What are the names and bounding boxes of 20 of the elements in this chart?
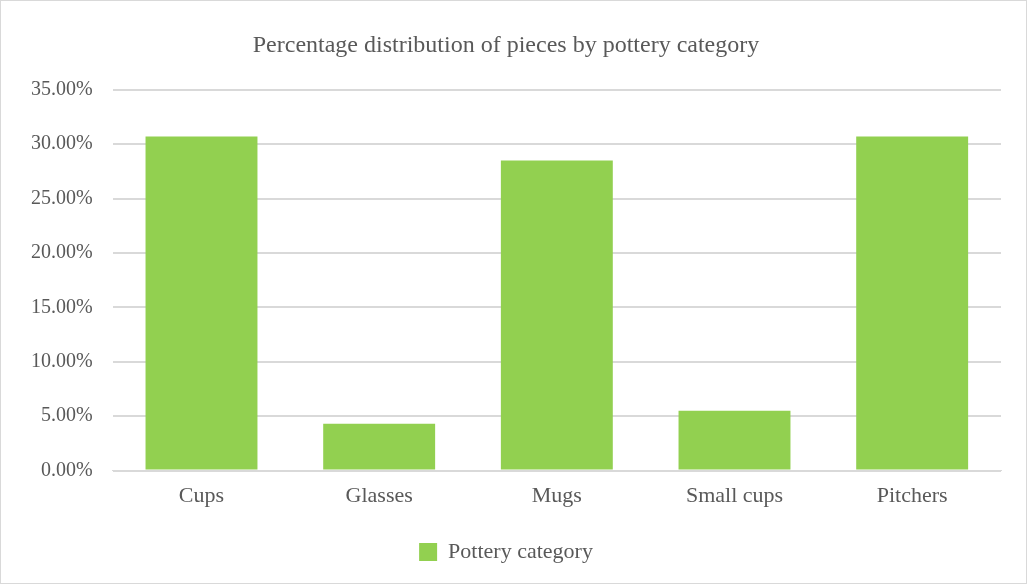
x-tick-label: Pitchers (876, 481, 948, 507)
x-tick-label: Small cups (685, 481, 784, 507)
bar (323, 423, 436, 470)
y-tick-label: 25.00% (30, 185, 93, 208)
legend-label: Pottery category (448, 537, 593, 563)
y-tick-label: 20.00% (30, 240, 93, 263)
y-tick-label: 10.00% (30, 349, 93, 372)
y-tick-label: 30.00% (30, 131, 93, 154)
y-tick-label: 0.00% (40, 457, 93, 480)
x-tick-label: Cups (178, 481, 225, 507)
x-tick-label: Glasses (345, 481, 413, 507)
bar (678, 410, 791, 470)
x-tick-label: Mugs (531, 481, 582, 507)
bar (856, 136, 969, 470)
chart-title: Percentage distribution of pieces by pottery category (252, 30, 760, 57)
y-tick-label: 5.00% (40, 403, 93, 426)
bar (500, 160, 613, 470)
y-tick-label: 35.00% (30, 77, 93, 100)
y-tick-label: 15.00% (30, 294, 93, 317)
bar (145, 136, 258, 470)
